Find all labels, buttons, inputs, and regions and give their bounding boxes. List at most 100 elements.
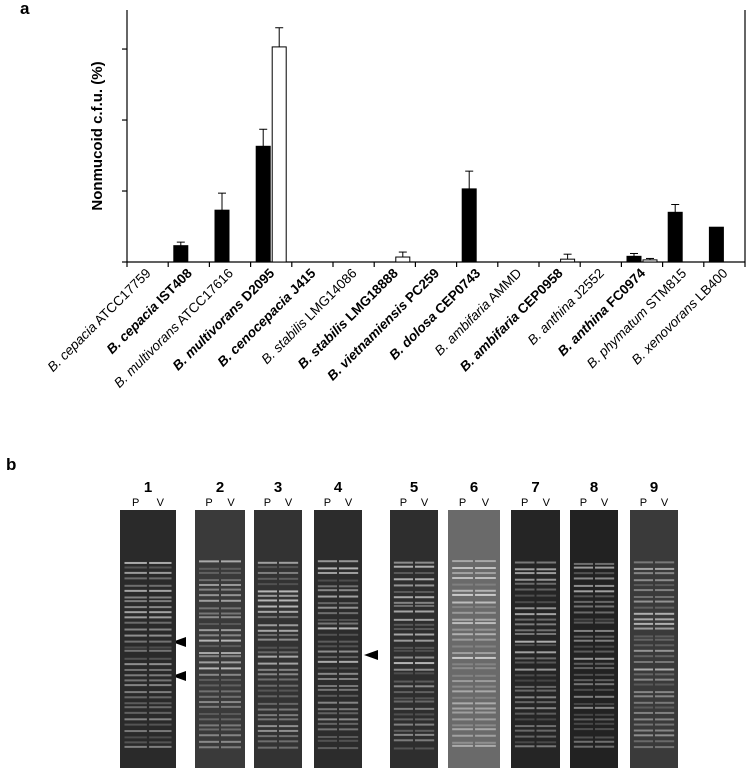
gel-band — [594, 621, 615, 624]
gel-band — [278, 590, 299, 593]
gel-band — [514, 735, 535, 738]
gel-band — [573, 621, 594, 624]
gel-band — [536, 651, 557, 654]
gel-band — [594, 635, 615, 638]
gel-band — [633, 655, 654, 658]
gel-band — [475, 690, 496, 693]
gel-band — [257, 678, 278, 681]
gel-band — [475, 593, 496, 596]
gel-band — [393, 680, 414, 683]
gel-band — [573, 595, 594, 598]
gel-band — [536, 578, 557, 581]
gel-band — [317, 618, 338, 621]
gel-band — [338, 660, 359, 663]
gel-band — [149, 684, 172, 687]
gel-band — [317, 645, 338, 648]
gel-band — [452, 606, 473, 609]
gel-band — [594, 562, 615, 565]
gel-band — [317, 667, 338, 670]
gel-band — [514, 568, 535, 571]
gel-band — [654, 660, 675, 663]
gel-band — [124, 691, 147, 694]
gel-band — [452, 628, 473, 631]
gel-band — [199, 701, 219, 704]
gel-band — [452, 667, 473, 670]
gel-band — [124, 723, 147, 726]
gel-band — [573, 584, 594, 587]
gel-band — [414, 623, 435, 626]
gel-band — [199, 678, 219, 681]
gel-band — [317, 735, 338, 738]
gel-band — [514, 725, 535, 728]
gel-band — [393, 610, 414, 613]
gel-band — [393, 733, 414, 736]
gel-band — [338, 650, 359, 653]
gel-band — [452, 685, 473, 688]
lane-right-label: V — [543, 497, 551, 509]
gel-band — [573, 740, 594, 743]
gel-band — [514, 607, 535, 610]
gel-band — [149, 596, 172, 599]
gel-band — [654, 649, 675, 652]
gel-band — [393, 747, 414, 750]
gel-band — [573, 722, 594, 725]
gel-band — [199, 728, 219, 731]
gel-band — [514, 701, 535, 704]
gel-band — [221, 678, 241, 681]
gel-band — [573, 683, 594, 686]
gel-band — [654, 638, 675, 641]
lane-right-label: V — [421, 497, 429, 509]
gel-band — [594, 683, 615, 686]
gel-band — [514, 578, 535, 581]
gel-band — [514, 644, 535, 647]
gel-band — [338, 618, 359, 621]
panel-label: b — [6, 455, 16, 474]
strain-name: AMMD — [485, 265, 525, 305]
gel-band — [536, 601, 557, 604]
gel-band — [338, 602, 359, 605]
gel-band — [452, 707, 473, 710]
gel-band — [573, 611, 594, 614]
gel-band — [633, 561, 654, 564]
gel-band — [452, 663, 473, 666]
gel-band — [199, 661, 219, 664]
gel-band — [414, 601, 435, 604]
gel-band — [514, 707, 535, 710]
error-bar — [630, 252, 638, 257]
gel-band — [414, 584, 435, 587]
gel-band — [338, 694, 359, 697]
gel-band — [633, 638, 654, 641]
gel-band — [452, 633, 473, 636]
gel-band — [338, 579, 359, 582]
gel-band — [221, 588, 241, 591]
gel-image — [511, 510, 560, 768]
gel-band — [633, 673, 654, 676]
gel-band — [594, 706, 615, 709]
gel-band — [393, 685, 414, 688]
lane-right-label: V — [285, 497, 293, 509]
gel-band — [393, 691, 414, 694]
gel-band — [393, 633, 414, 636]
gel-band — [414, 618, 435, 621]
gel-band — [414, 729, 435, 732]
gel-band — [149, 668, 172, 671]
gel-band — [573, 629, 594, 632]
gel-band — [654, 572, 675, 575]
gel-band — [338, 560, 359, 563]
gel-band — [199, 616, 219, 619]
gel-band — [414, 739, 435, 742]
gel-band — [338, 712, 359, 715]
gel-band — [221, 652, 241, 655]
gel-band — [257, 566, 278, 569]
gel-band — [199, 740, 219, 743]
gel-band — [278, 678, 299, 681]
gel-band — [338, 640, 359, 643]
gel-band — [573, 673, 594, 676]
gel-band — [257, 624, 278, 627]
gel-band — [594, 600, 615, 603]
gel-band — [414, 707, 435, 710]
gel-band — [393, 646, 414, 649]
gel-band — [278, 746, 299, 749]
gel-band — [257, 708, 278, 711]
gel-band — [414, 565, 435, 568]
